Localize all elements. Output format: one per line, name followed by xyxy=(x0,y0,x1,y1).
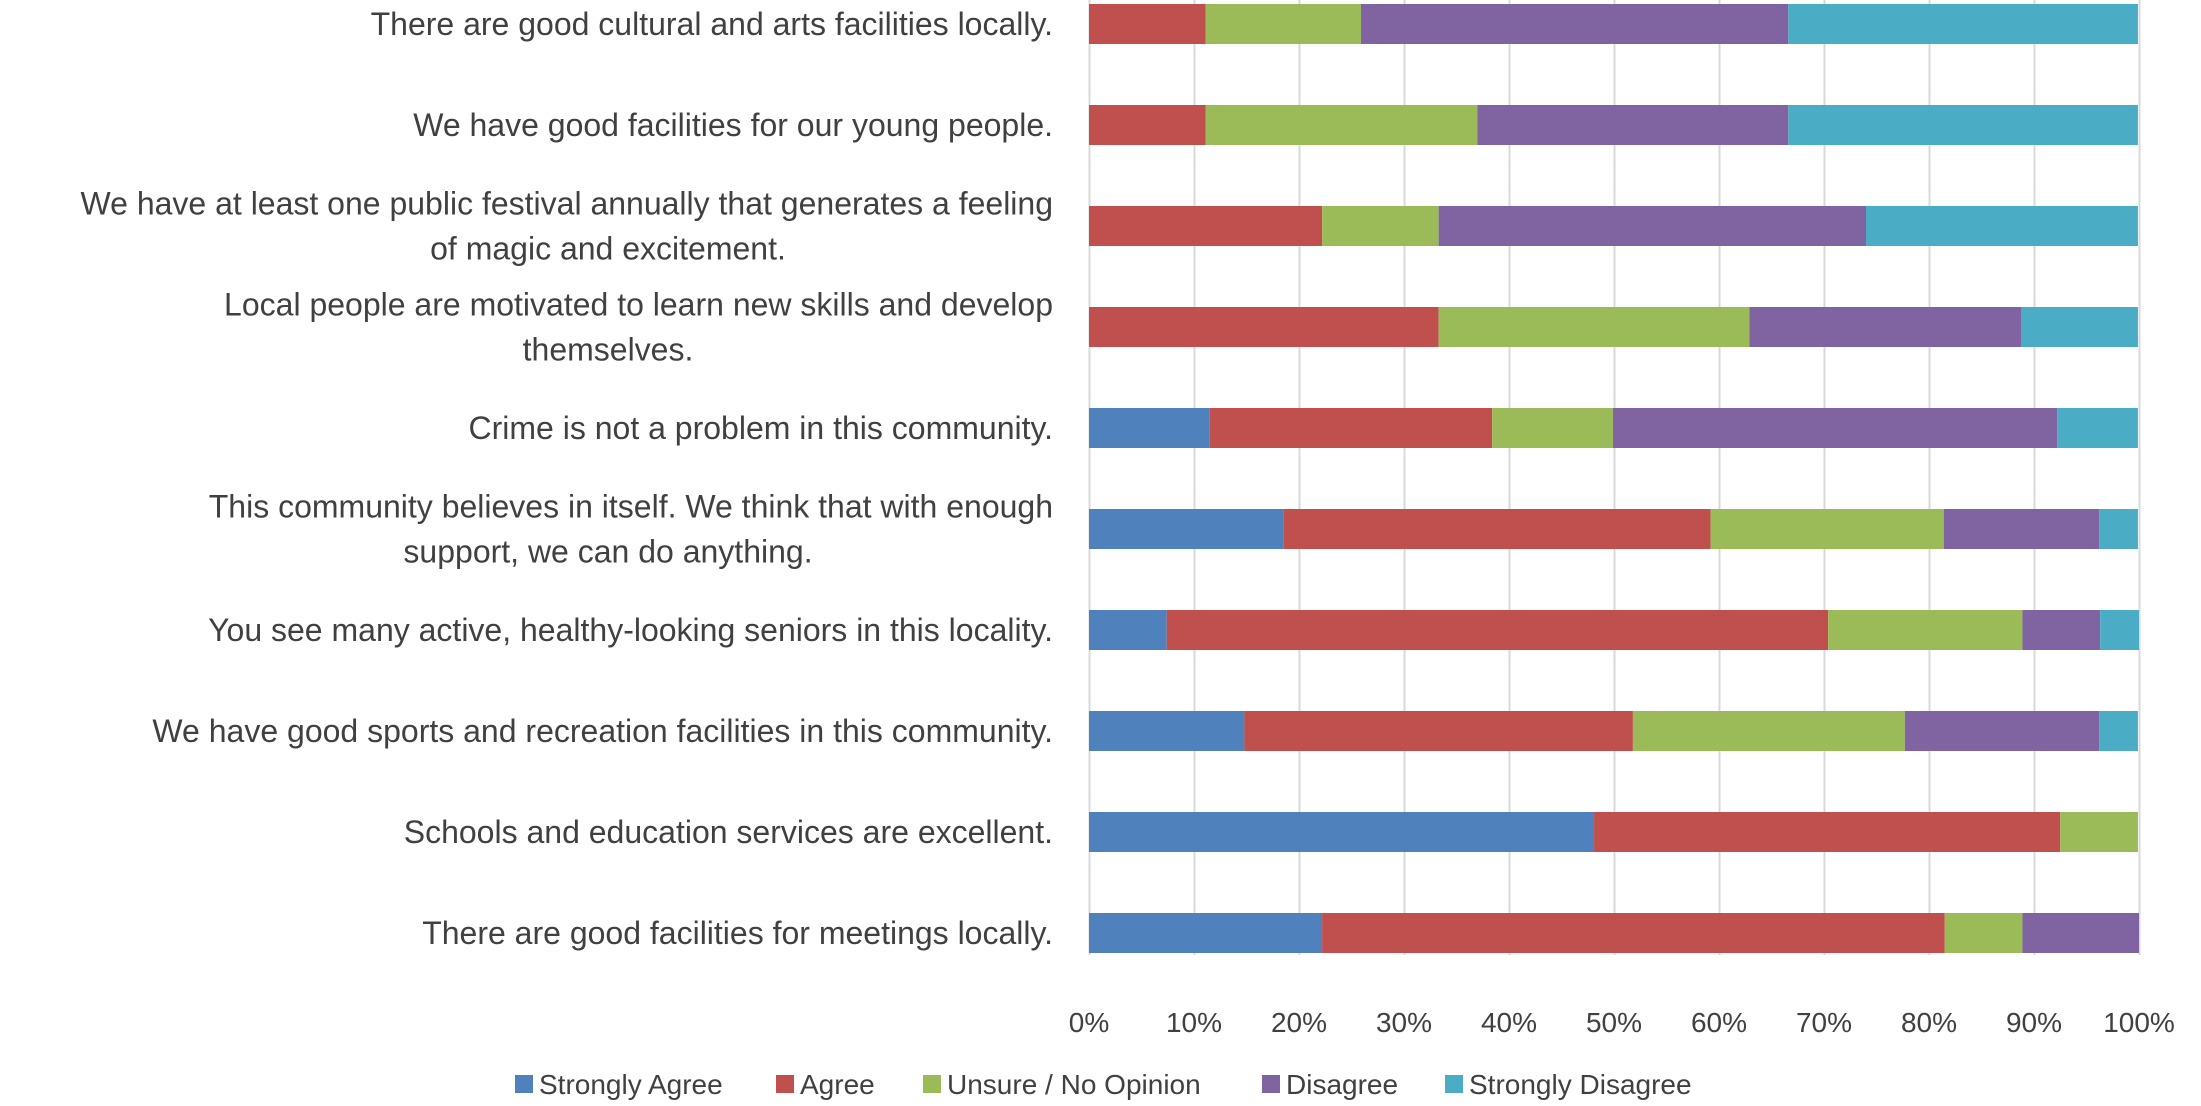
category-labels: There are good cultural and arts facilit… xyxy=(81,6,1053,951)
x-tick-label: 90% xyxy=(2006,1007,2062,1038)
x-tick-label: 60% xyxy=(1691,1007,1747,1038)
bar-segment xyxy=(2099,509,2138,549)
bar-segment xyxy=(1438,206,1866,246)
bars xyxy=(1089,4,2139,953)
bar-segment xyxy=(1477,105,1789,145)
bar-segment xyxy=(1283,509,1711,549)
bar-segment xyxy=(1943,509,2100,549)
bar-segment xyxy=(2057,408,2138,448)
x-tick-label: 20% xyxy=(1271,1007,1327,1038)
legend-swatch xyxy=(776,1075,794,1093)
bar-segment xyxy=(1788,4,2138,44)
bar-segment xyxy=(1089,206,1323,246)
category-label: support, we can do anything. xyxy=(403,534,812,570)
category-label: of magic and excitement. xyxy=(430,231,786,267)
category-label: We have at least one public festival ann… xyxy=(81,186,1053,222)
bar-segment xyxy=(2100,610,2139,650)
category-label: There are good facilities for meetings l… xyxy=(422,915,1053,951)
bar-segment xyxy=(1209,408,1493,448)
bar-segment xyxy=(2021,307,2138,347)
bar-segment xyxy=(1244,711,1633,751)
x-tick-label: 80% xyxy=(1901,1007,1957,1038)
bar-segment xyxy=(1205,105,1478,145)
legend-label: Strongly Agree xyxy=(539,1069,723,1100)
category-label: We have good sports and recreation facil… xyxy=(152,713,1053,749)
category-label: Schools and education services are excel… xyxy=(404,814,1053,850)
bar-segment xyxy=(1322,206,1439,246)
x-axis-tick-labels: 0% 10% 20% 30% 40% 50% 60% 70% 80% 90% 100% xyxy=(1069,1007,2175,1038)
bar-segment xyxy=(1492,408,1613,448)
bar-segment xyxy=(1944,913,2023,953)
legend-swatch xyxy=(1445,1075,1463,1093)
bar-segment xyxy=(1089,812,1595,852)
bar-segment xyxy=(1612,408,2058,448)
bar-segment xyxy=(1089,711,1245,751)
legend-swatch xyxy=(923,1075,941,1093)
bar-segment xyxy=(1089,307,1439,347)
legend-label: Agree xyxy=(800,1069,875,1100)
grid-lines xyxy=(1088,0,2141,955)
category-label: There are good cultural and arts facilit… xyxy=(371,6,1053,42)
bar-segment xyxy=(1089,4,1206,44)
bar-segment xyxy=(2022,610,2101,650)
bar-segment xyxy=(1089,408,1210,448)
category-label: Crime is not a problem in this community… xyxy=(469,410,1053,446)
bar-segment xyxy=(1710,509,1944,549)
bar-segment xyxy=(1166,610,1829,650)
bar-segment xyxy=(1788,105,2138,145)
bar-segment xyxy=(1594,812,2061,852)
legend-label: Strongly Disagree xyxy=(1469,1069,1692,1100)
bar-segment xyxy=(1089,913,1323,953)
category-label: themselves. xyxy=(523,332,694,368)
category-label: You see many active, healthy-looking sen… xyxy=(208,612,1053,648)
x-tick-label: 30% xyxy=(1376,1007,1432,1038)
x-tick-label: 70% xyxy=(1796,1007,1852,1038)
bar-segment xyxy=(1438,307,1750,347)
legend-label: Unsure / No Opinion xyxy=(947,1069,1201,1100)
bar-segment xyxy=(2099,711,2138,751)
bar-segment xyxy=(1089,105,1206,145)
bar-segment xyxy=(1089,610,1167,650)
bar-segment xyxy=(1360,4,1789,44)
x-tick-label: 100% xyxy=(2103,1007,2175,1038)
category-label: We have good facilities for our young pe… xyxy=(413,107,1053,143)
legend-swatch xyxy=(515,1075,533,1093)
x-tick-label: 0% xyxy=(1069,1007,1109,1038)
category-label: Local people are motivated to learn new … xyxy=(224,287,1053,323)
x-tick-label: 10% xyxy=(1166,1007,1222,1038)
bar-segment xyxy=(1322,913,1945,953)
bar-segment xyxy=(1632,711,1905,751)
bar-segment xyxy=(1866,206,2138,246)
category-label: This community believes in itself. We th… xyxy=(209,489,1053,525)
legend-swatch xyxy=(1262,1075,1280,1093)
bar-segment xyxy=(1205,4,1361,44)
x-tick-label: 50% xyxy=(1586,1007,1642,1038)
bar-segment xyxy=(2022,913,2139,953)
bar-segment xyxy=(1828,610,2023,650)
bar-segment xyxy=(1904,711,2100,751)
bar-segment xyxy=(1089,509,1284,549)
legend-label: Disagree xyxy=(1286,1069,1398,1100)
bar-segment xyxy=(2060,812,2138,852)
x-tick-label: 40% xyxy=(1481,1007,1537,1038)
bar-segment xyxy=(1749,307,2022,347)
legend: Strongly Agree Agree Unsure / No Opinion Di… xyxy=(515,1069,1692,1100)
